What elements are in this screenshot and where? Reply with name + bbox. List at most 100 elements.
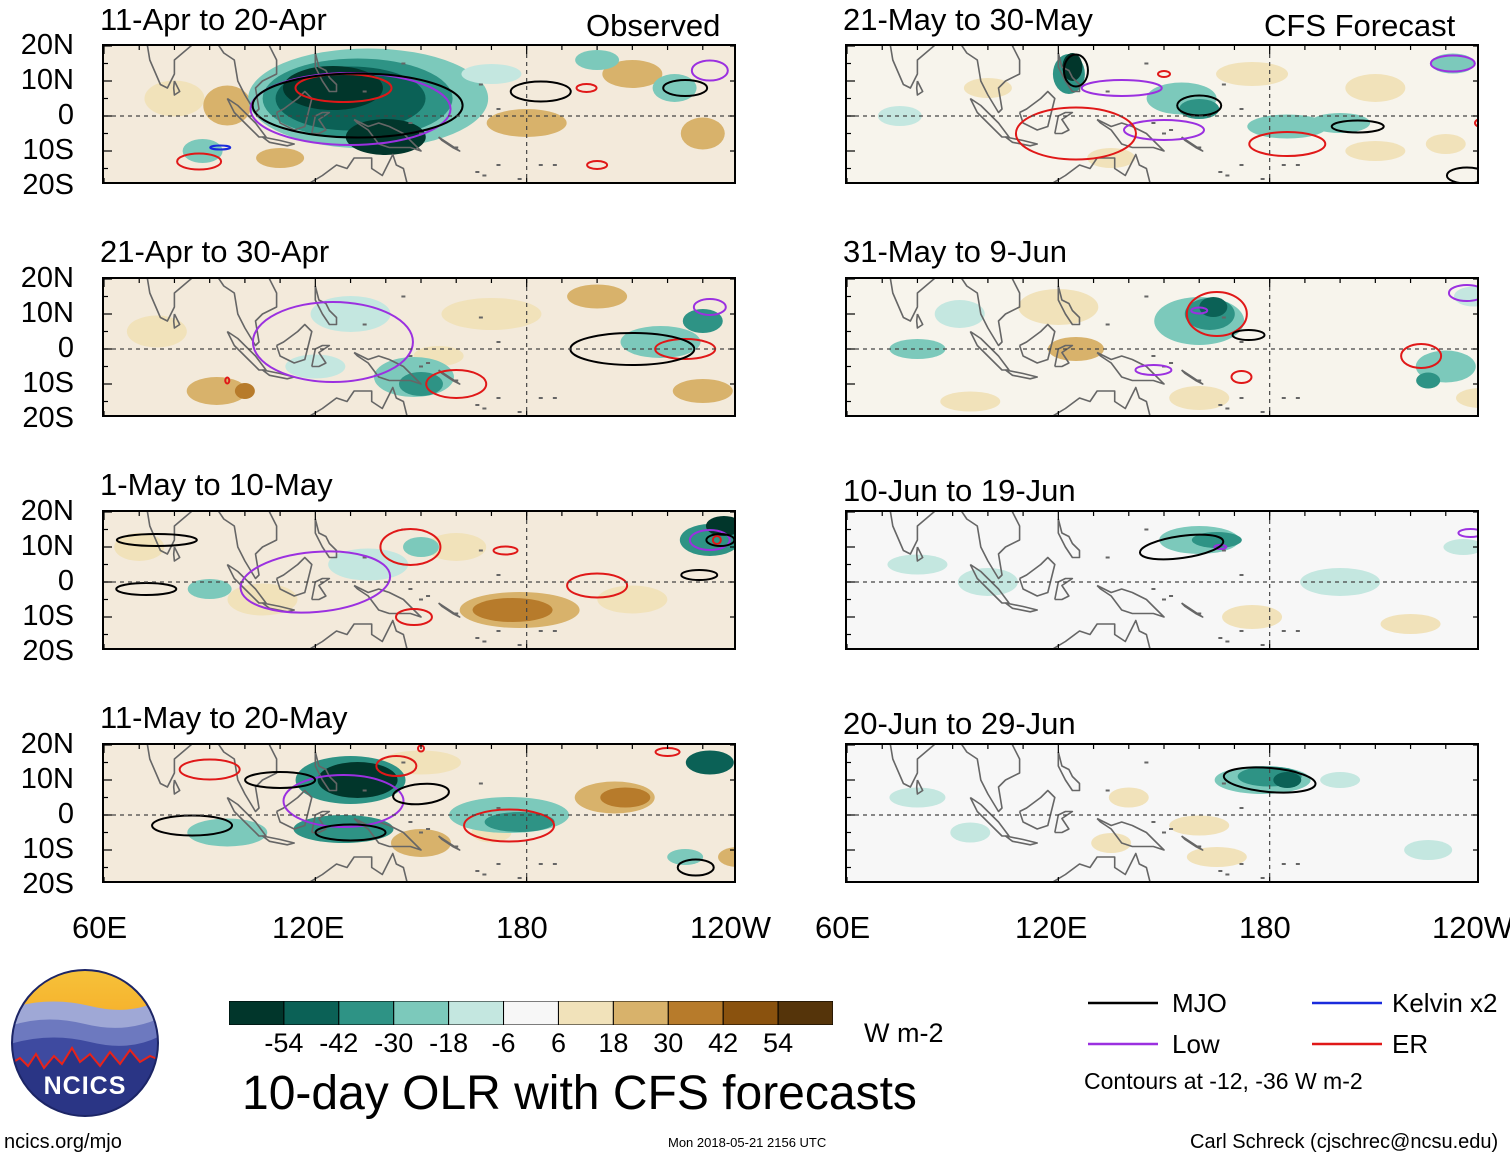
island: [538, 863, 543, 865]
coastline: [1052, 619, 1151, 648]
island: [1151, 588, 1156, 590]
island: [1239, 397, 1244, 399]
lat-tick-label: 20S: [22, 868, 74, 900]
island: [408, 588, 413, 590]
coastline: [262, 369, 295, 380]
coastline: [438, 602, 461, 618]
island: [1281, 630, 1286, 632]
wave-contour: [251, 301, 414, 383]
coastline: [438, 369, 461, 385]
coastline: [915, 313, 924, 329]
island: [475, 404, 480, 406]
coastline: [1005, 369, 1038, 380]
lat-tick-label: 10S: [22, 367, 74, 399]
olr-map-svg: [847, 745, 1477, 881]
olr-anomaly-blob: [461, 64, 522, 84]
coastline: [1005, 602, 1038, 613]
island: [1239, 574, 1244, 576]
coastline: [146, 745, 278, 813]
legend-label-mjo: MJO: [1172, 988, 1227, 1018]
coastline: [915, 546, 924, 562]
olr-anomaly-blob: [718, 847, 734, 867]
wave-contour: [566, 572, 629, 599]
wave-contour: [282, 774, 405, 828]
coastline: [1057, 751, 1081, 792]
lat-tick-label: 10S: [22, 134, 74, 166]
panel-title: 1-May to 10-May: [100, 467, 333, 502]
olr-anomaly-blob: [887, 554, 948, 575]
colorbar-swatch: [777, 1000, 834, 1026]
footer-timestamp: Mon 2018-05-21 2156 UTC: [668, 1135, 827, 1150]
island: [1218, 171, 1223, 173]
olr-anomaly-blob: [600, 787, 651, 808]
island: [552, 863, 557, 865]
coastline: [1005, 136, 1038, 147]
coastline: [262, 602, 295, 613]
coastline: [262, 136, 295, 147]
island: [454, 379, 459, 382]
colorbar-swatch: [393, 1000, 450, 1026]
wave-contour: [575, 83, 598, 93]
wave-contour: [1134, 364, 1173, 376]
island: [454, 146, 459, 149]
coastline: [1096, 118, 1165, 152]
island: [1295, 164, 1300, 166]
olr-map-svg: [847, 46, 1477, 182]
coastline: [311, 344, 331, 368]
coastline: [1005, 835, 1038, 846]
coastline: [1052, 386, 1151, 415]
coastline: [309, 619, 408, 648]
island: [1221, 316, 1226, 319]
island: [1162, 132, 1166, 135]
island: [496, 341, 501, 343]
island: [538, 630, 543, 632]
wave-contour: [314, 823, 387, 842]
olr-map: [102, 510, 736, 650]
coastline: [309, 153, 408, 182]
wave-contour: [394, 608, 433, 626]
olr-anomaly-blob: [426, 533, 487, 561]
olr-anomaly-blob: [940, 391, 1001, 412]
olr-anomaly-blob: [126, 315, 187, 348]
olr-anomaly-blob: [950, 822, 991, 843]
island: [1144, 761, 1149, 764]
island: [1105, 90, 1110, 93]
island: [1218, 637, 1223, 639]
island: [1197, 845, 1202, 848]
colorbar-tick-label: 42: [708, 1028, 739, 1058]
coastline: [172, 546, 181, 562]
island: [419, 365, 423, 368]
island: [426, 828, 431, 830]
island: [496, 397, 501, 399]
colorbar-tick-label: -18: [429, 1028, 469, 1058]
wave-contour: [705, 533, 734, 547]
olr-map: [845, 277, 1479, 417]
wave-contour: [509, 80, 572, 103]
wave-contour: [711, 535, 722, 545]
olr-map: [102, 277, 736, 417]
island: [482, 640, 487, 643]
wave-contour: [115, 533, 198, 547]
wave-contour: [1447, 284, 1477, 302]
olr-anomaly-blob: [234, 383, 255, 399]
island: [401, 761, 406, 764]
island: [1151, 122, 1156, 124]
olr-map-svg: [104, 745, 734, 881]
legend-label-er: ER: [1392, 1029, 1429, 1059]
island: [362, 556, 367, 559]
coastline: [353, 351, 422, 385]
colorbar-tick-label: 6: [550, 1028, 566, 1058]
olr-map-svg: [847, 279, 1477, 415]
olr-anomaly-blob: [685, 750, 734, 775]
coastline: [889, 745, 1021, 813]
island: [1105, 556, 1110, 559]
olr-anomaly-blob: [602, 60, 663, 88]
island: [517, 411, 522, 413]
wave-contour: [1185, 291, 1248, 337]
island: [1105, 323, 1110, 326]
olr-anomaly-blob: [144, 80, 205, 117]
island: [1239, 341, 1244, 343]
coastline: [309, 386, 408, 415]
island: [419, 598, 423, 601]
lat-tick-label: 20S: [22, 635, 74, 667]
